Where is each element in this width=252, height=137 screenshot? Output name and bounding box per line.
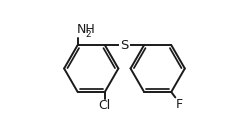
- Text: F: F: [175, 98, 182, 111]
- Text: NH: NH: [76, 23, 95, 36]
- Text: S: S: [120, 38, 128, 52]
- Text: 2: 2: [85, 30, 90, 39]
- Text: Cl: Cl: [98, 99, 110, 112]
